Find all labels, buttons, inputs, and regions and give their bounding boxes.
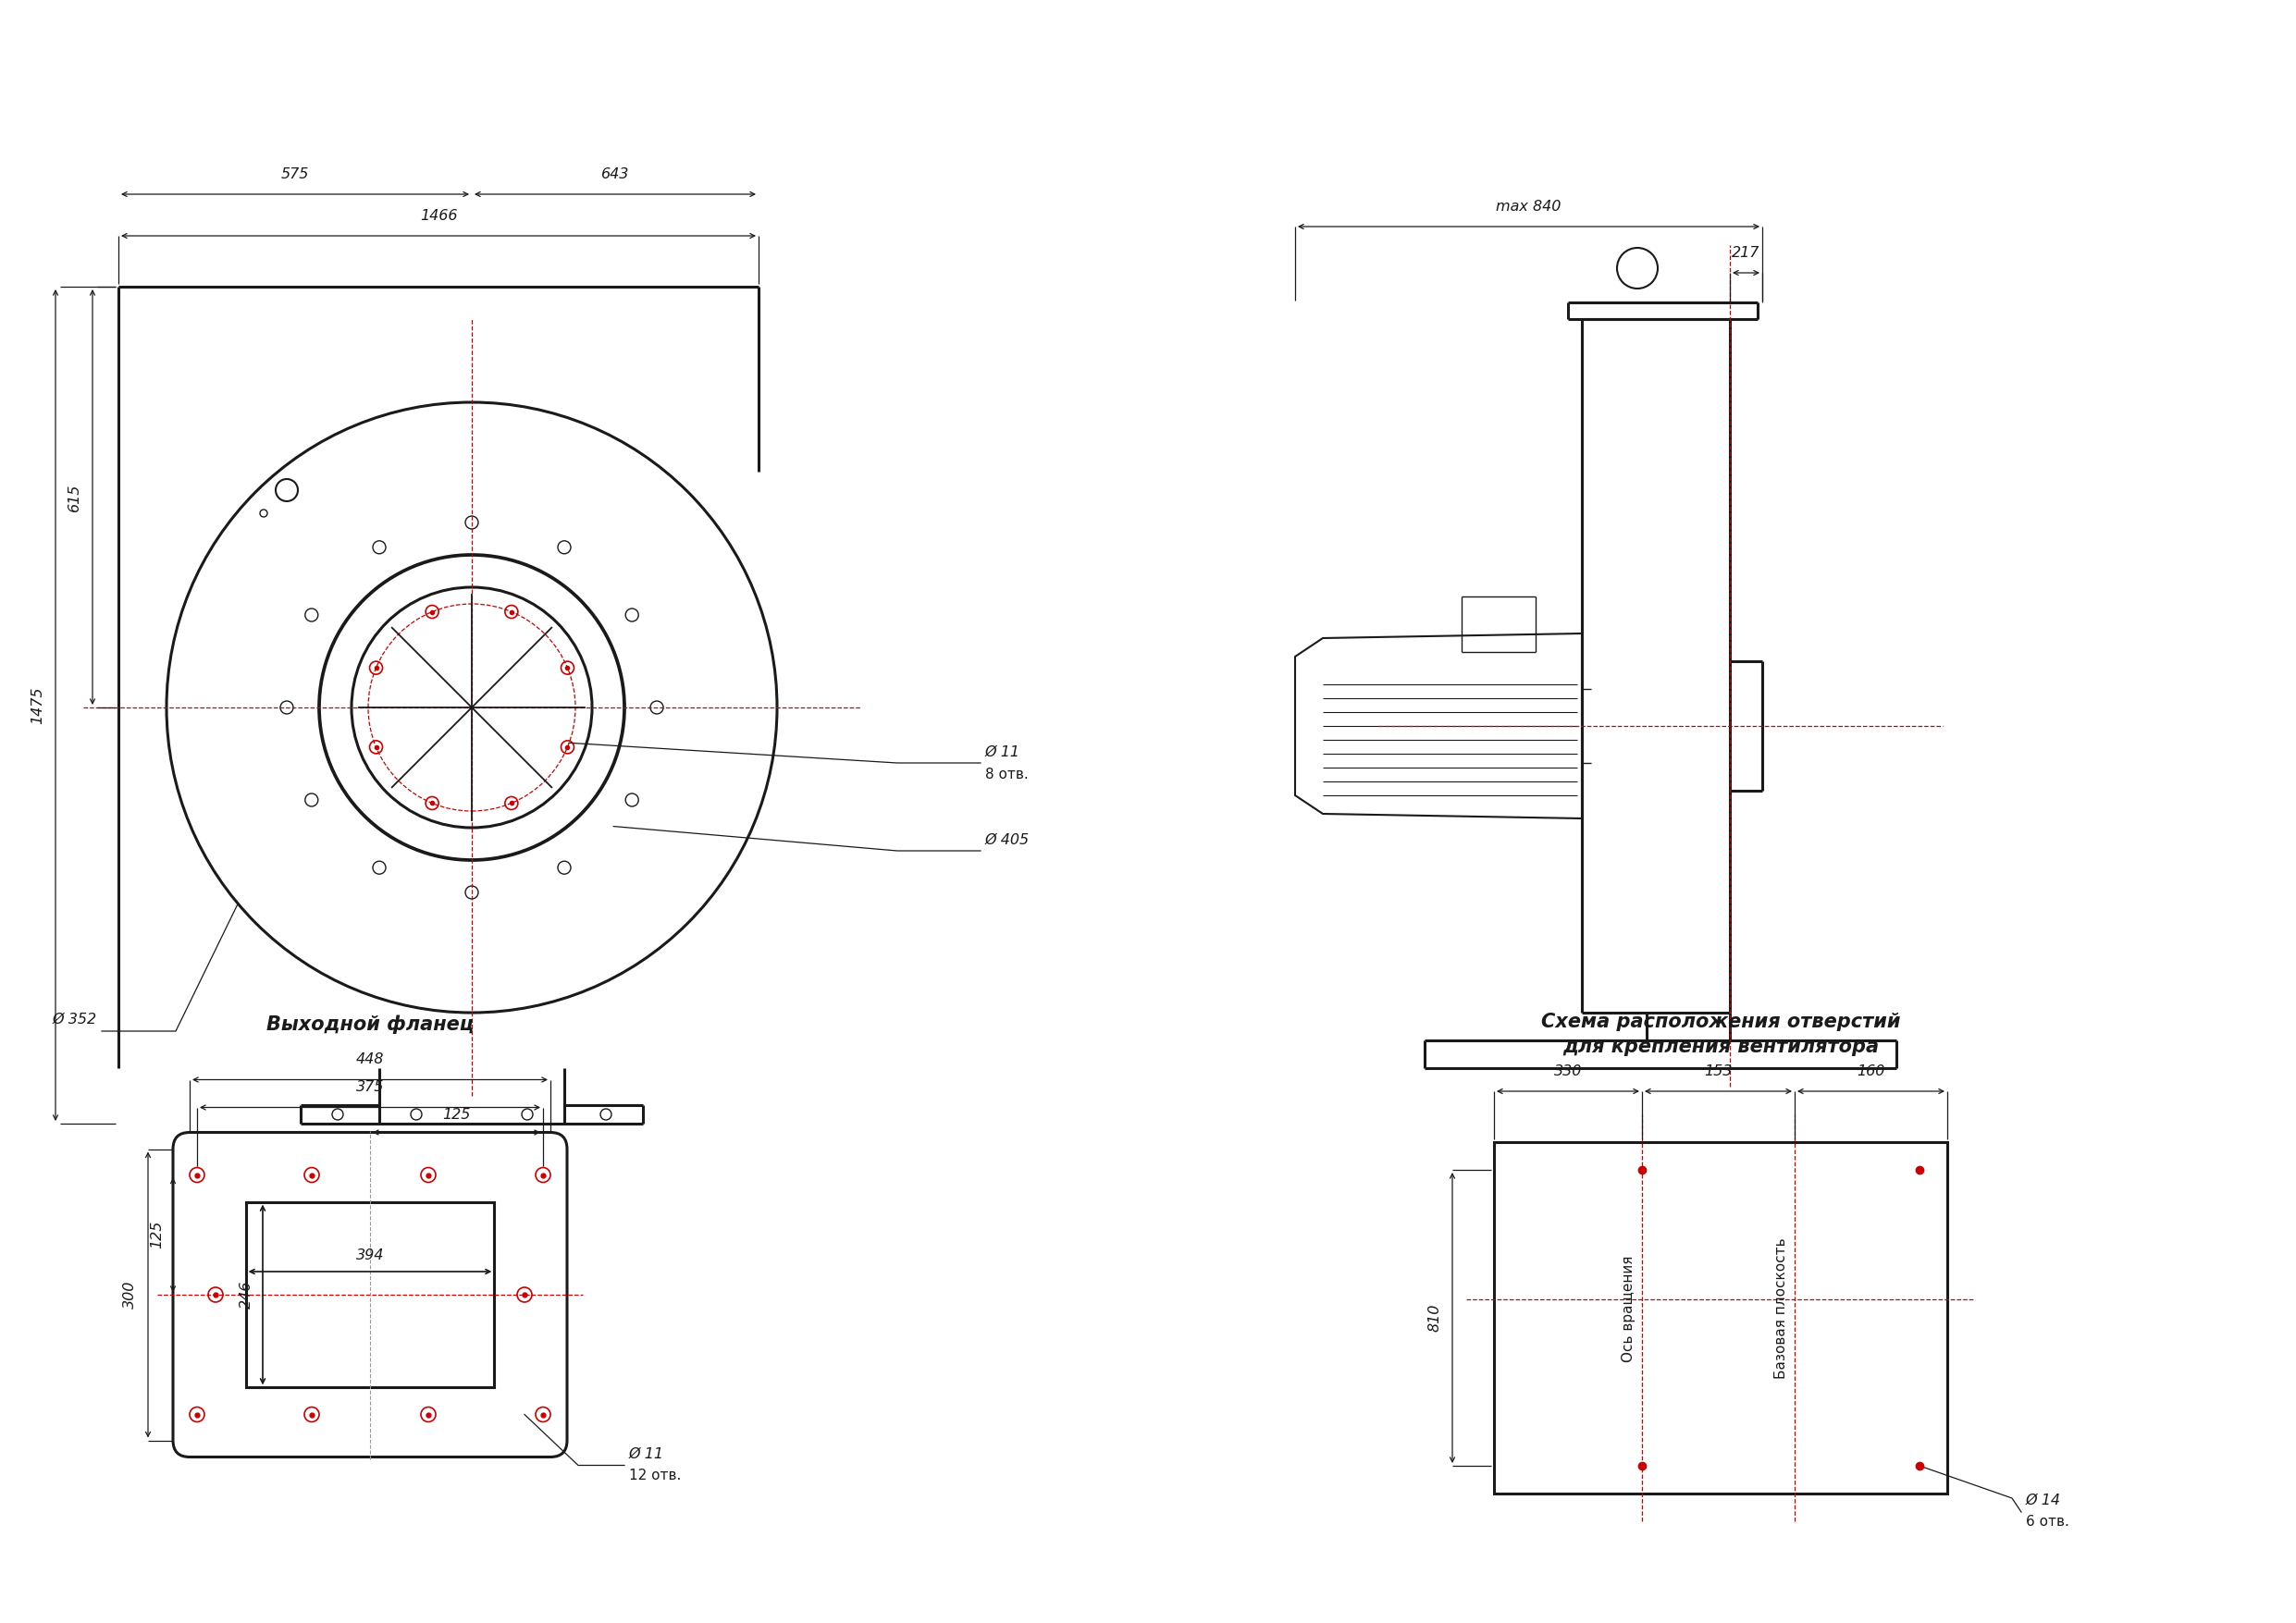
Text: Ø 11: Ø 11 [985,745,1019,760]
Text: Ø 405: Ø 405 [985,833,1029,847]
Text: 12 отв.: 12 отв. [629,1469,682,1482]
Bar [246,1203,494,1388]
Text: 246: 246 [239,1281,253,1308]
Text: 810: 810 [1428,1303,1442,1332]
Text: 375: 375 [356,1081,383,1094]
Text: Ø 11: Ø 11 [629,1446,664,1461]
Text: 8 отв.: 8 отв. [985,768,1029,781]
Text: 615: 615 [67,484,80,511]
Text: 125: 125 [149,1220,163,1248]
Bar [1495,1143,1947,1493]
Text: Схема расположения отверстий: Схема расположения отверстий [1541,1013,1901,1031]
Text: 448: 448 [356,1053,383,1066]
Text: Ось вращения: Ось вращения [1621,1255,1635,1362]
Text: 1475: 1475 [30,687,44,724]
Text: 217: 217 [1731,247,1761,260]
Text: 300: 300 [124,1281,138,1308]
Text: 125: 125 [443,1107,471,1121]
Text: для крепления вентилятора: для крепления вентилятора [1561,1037,1878,1057]
Text: Базовая плоскость: Базовая плоскость [1775,1238,1789,1380]
Text: max 840: max 840 [1497,200,1561,214]
Text: Ø 352: Ø 352 [53,1013,96,1026]
Text: 153: 153 [1704,1065,1733,1078]
Text: Выходной фланец: Выходной фланец [266,1014,473,1034]
Text: 330: 330 [1554,1065,1582,1078]
Text: 1466: 1466 [420,209,457,222]
Text: 160: 160 [1857,1065,1885,1078]
Text: Ø 14: Ø 14 [2025,1493,2062,1508]
Text: 643: 643 [602,167,629,182]
Text: 6 отв.: 6 отв. [2025,1514,2069,1529]
Text: 394: 394 [356,1248,383,1263]
Text: 575: 575 [280,167,310,182]
